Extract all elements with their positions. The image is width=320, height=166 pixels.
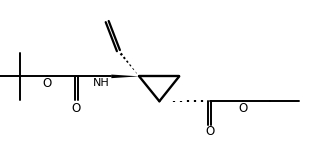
Text: O: O (43, 77, 52, 90)
Text: NH: NH (93, 78, 110, 88)
Text: O: O (205, 125, 214, 138)
Text: O: O (239, 102, 248, 115)
Polygon shape (111, 75, 139, 78)
Text: O: O (72, 102, 81, 115)
